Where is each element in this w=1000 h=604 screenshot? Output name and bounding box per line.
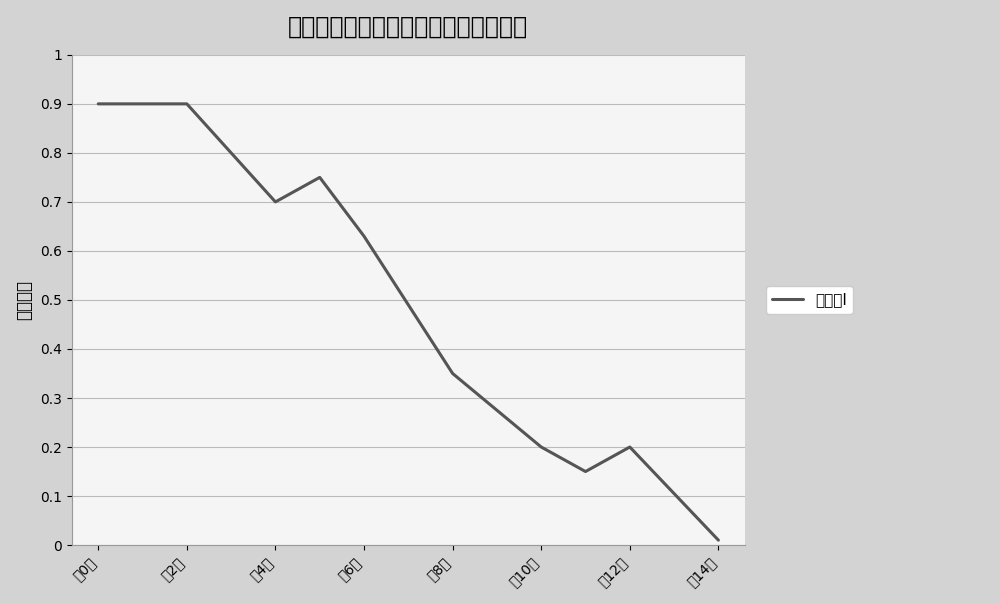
稀释液I bbox=[712, 536, 724, 544]
稀释液I bbox=[447, 370, 459, 377]
稀释液I bbox=[92, 100, 104, 108]
稀释液I bbox=[580, 468, 592, 475]
稀释液I bbox=[358, 233, 370, 240]
Title: 稀释液对常温保存绵羊精子活率的影响: 稀释液对常温保存绵羊精子活率的影响 bbox=[288, 15, 528, 39]
Legend: 稀释液I: 稀释液I bbox=[766, 286, 853, 313]
稀释液I bbox=[181, 100, 193, 108]
稀释液I bbox=[535, 443, 547, 451]
稀释液I bbox=[314, 174, 326, 181]
稀释液I bbox=[269, 198, 281, 205]
Y-axis label: 精子活率: 精子活率 bbox=[15, 280, 33, 320]
Line: 稀释液I: 稀释液I bbox=[98, 104, 718, 540]
稀释液I bbox=[624, 443, 636, 451]
